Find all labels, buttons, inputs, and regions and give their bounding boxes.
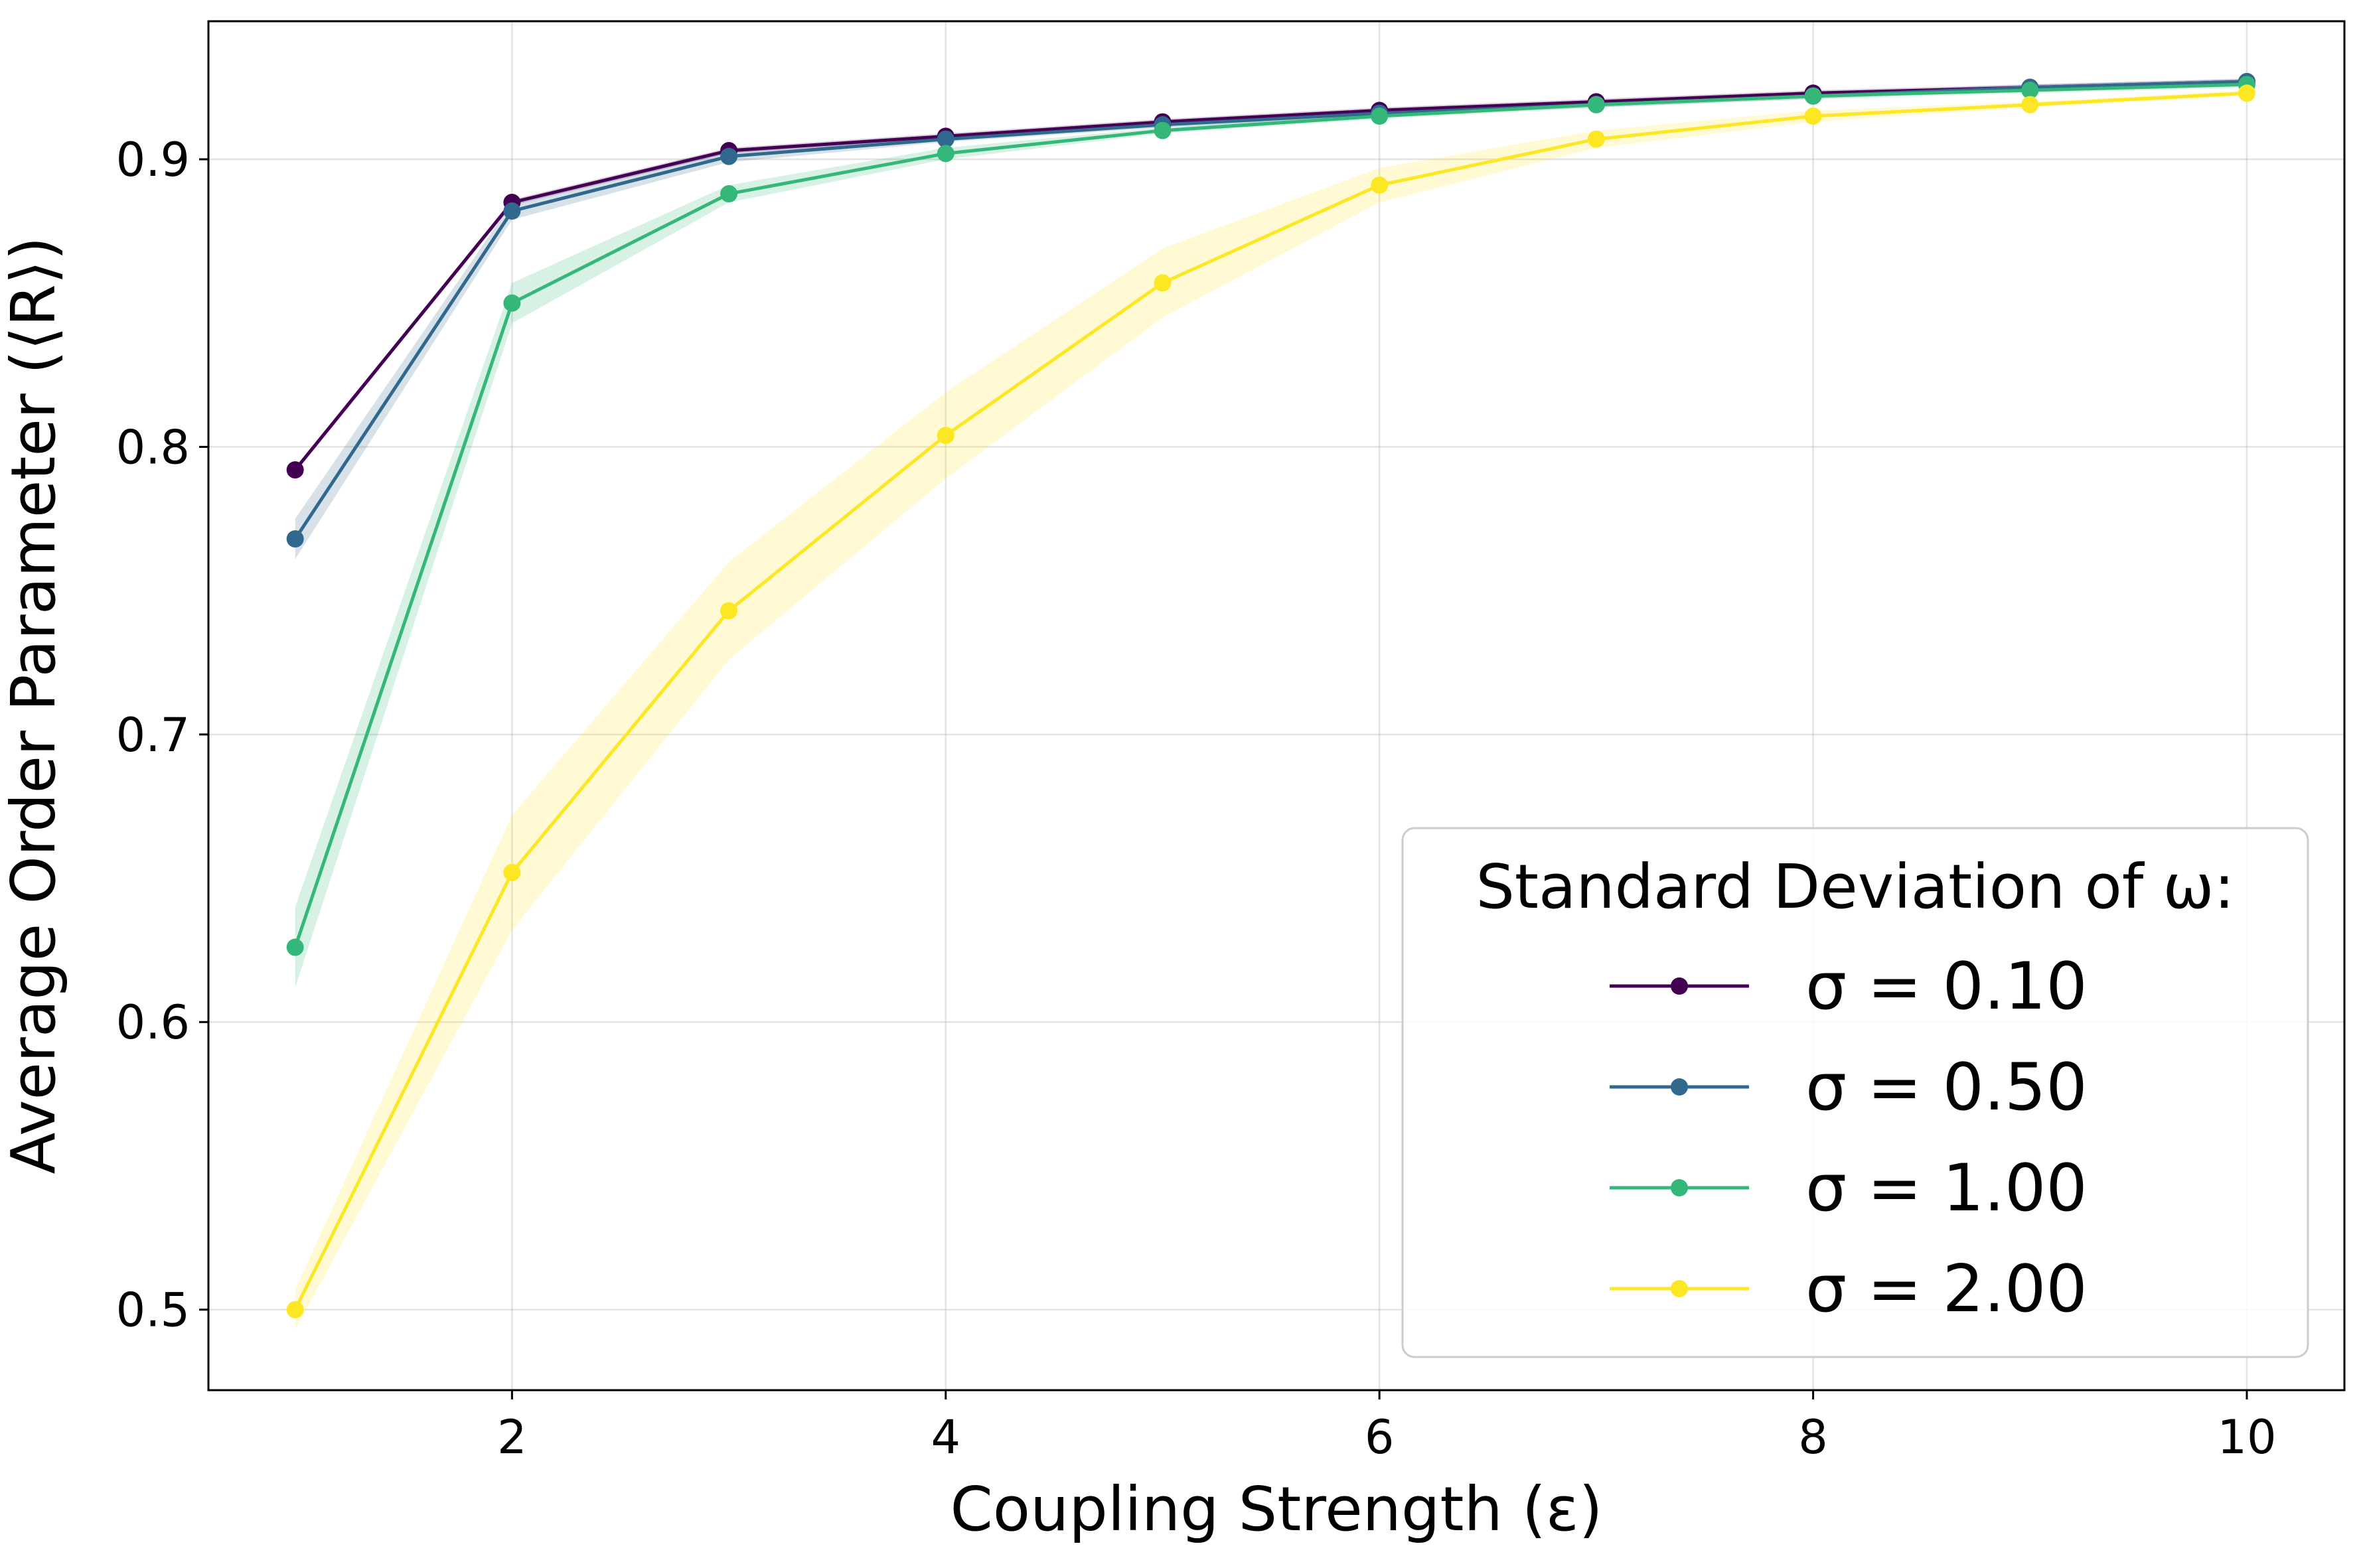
data-point-sigma-200: [720, 602, 738, 620]
data-point-sigma-100: [1804, 87, 1822, 105]
series-line-sigma-100: [293, 82, 2248, 948]
legend-label-sigma-100: σ = 1.00: [1805, 1151, 2088, 1226]
y-axis-title: Average Order Parameter (⟨R⟩): [0, 236, 69, 1174]
y-tick-label: 0.9: [116, 133, 190, 187]
data-point-sigma-200: [1804, 107, 1822, 125]
x-tick-label: 8: [1798, 1410, 1828, 1464]
legend-label-sigma-200: σ = 2.00: [1805, 1251, 2088, 1327]
plot-frame: [207, 20, 2346, 1391]
x-axis-title: Coupling Strength (ε): [950, 1474, 1602, 1545]
y-tick-label: 0.7: [116, 708, 190, 762]
legend-entry-sigma-200: σ = 2.00: [1610, 1251, 2088, 1327]
data-point-sigma-100: [937, 145, 954, 163]
legend-marker-sigma-050: [1671, 1078, 1688, 1096]
legend-marker-sigma-010: [1671, 977, 1688, 995]
legend-marker-sigma-100: [1671, 1179, 1688, 1196]
data-point-sigma-200: [937, 427, 954, 445]
y-tick-label: 0.6: [116, 995, 190, 1050]
legend-title: Standard Deviation of ω:: [1476, 851, 2234, 922]
data-point-sigma-200: [503, 863, 521, 881]
series-line-sigma-200: [293, 91, 2248, 1311]
legend-box: [1401, 827, 2309, 1358]
data-point-sigma-100: [503, 294, 521, 312]
x-tick-label: 4: [931, 1410, 961, 1464]
data-point-sigma-050: [286, 530, 304, 548]
legend-entries: σ = 0.10 σ = 0.50 σ = 1.00 σ = 2.00: [1610, 949, 2088, 1327]
data-point-sigma-200: [1154, 274, 1172, 292]
data-point-sigma-100: [1371, 107, 1389, 125]
legend-entry-sigma-010: σ = 0.10: [1610, 949, 2088, 1025]
data-point-sigma-050: [720, 147, 738, 165]
x-tick-label: 6: [1365, 1410, 1395, 1464]
band-sigma-200: [295, 90, 2248, 1330]
y-tick-label: 0.8: [116, 420, 190, 474]
x-tick-label: 10: [2217, 1410, 2276, 1464]
series-points: [286, 73, 2255, 1319]
data-point-sigma-200: [1587, 130, 1605, 148]
data-point-sigma-100: [1154, 121, 1172, 139]
legend: Standard Deviation of ω: σ = 0.10 σ = 0.5…: [1401, 827, 2309, 1358]
data-point-sigma-200: [286, 1301, 304, 1319]
confidence-bands: [295, 78, 2248, 1330]
data-point-sigma-010: [286, 461, 304, 479]
data-point-sigma-100: [2021, 82, 2039, 100]
data-point-sigma-050: [937, 130, 954, 148]
legend-label-sigma-010: σ = 0.10: [1805, 949, 2088, 1025]
data-point-sigma-100: [720, 185, 738, 203]
data-point-sigma-200: [2238, 84, 2255, 102]
legend-entry-sigma-050: σ = 0.50: [1610, 1050, 2088, 1125]
y-tick-label: 0.5: [116, 1283, 190, 1338]
data-point-sigma-050: [503, 202, 521, 220]
legend-entry-sigma-100: σ = 1.00: [1610, 1151, 2088, 1226]
axis-ticks: 2 4 6 8 10 0.5 0.6 0.7 0.8 0.9: [116, 133, 2277, 1464]
x-tick-label: 2: [497, 1410, 527, 1464]
series-lines: [293, 80, 2248, 1311]
legend-marker-sigma-200: [1671, 1280, 1688, 1297]
data-point-sigma-100: [1587, 96, 1605, 113]
legend-label-sigma-050: σ = 0.50: [1805, 1050, 2088, 1125]
data-point-sigma-100: [286, 938, 304, 956]
data-point-sigma-200: [2021, 96, 2039, 113]
data-point-sigma-200: [1371, 177, 1389, 194]
